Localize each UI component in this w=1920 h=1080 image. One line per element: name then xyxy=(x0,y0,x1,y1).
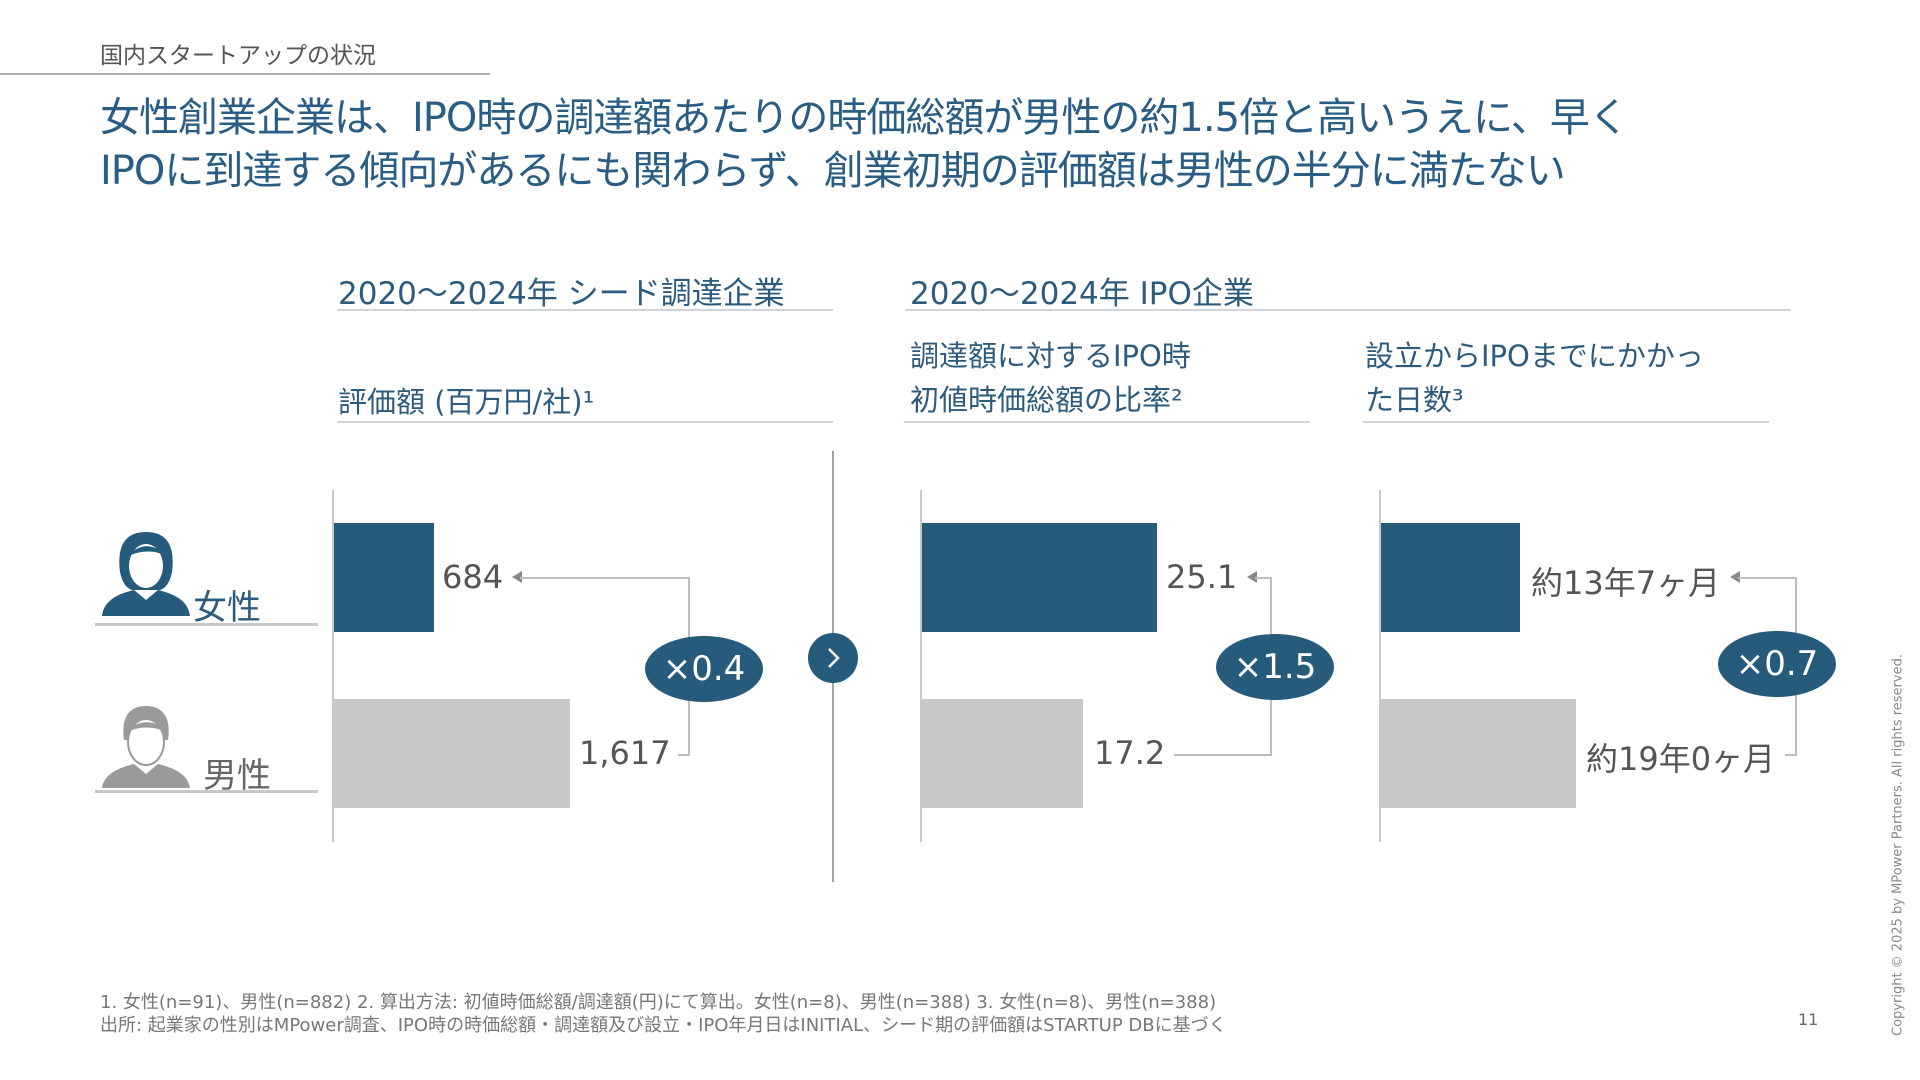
panel3-axis xyxy=(1379,490,1381,842)
panel3-male-bar xyxy=(1381,699,1576,808)
female-icon xyxy=(102,532,190,616)
ipo-header-underline xyxy=(905,309,1791,311)
title-line-1: 女性創業企業は、IPO時の調達額あたりの時価総額が男性の約1.5倍と高いうえに、… xyxy=(100,95,1629,141)
page-number: 11 xyxy=(1798,1010,1819,1029)
panel3-title: 設立からIPOまでにかかっ た日数³ xyxy=(1365,334,1704,422)
legend-female-label: 女性 xyxy=(193,588,261,628)
ipo-header: 2020～2024年 IPO企業 xyxy=(910,276,1254,312)
panel3-ratio-badge: ×0.7 xyxy=(1718,631,1836,697)
panel3-title-line2: た日数³ xyxy=(1365,383,1464,417)
panel1-ratio-badge: ×0.4 xyxy=(645,636,763,702)
panel1-male-bar xyxy=(334,699,570,808)
panel3-male-value: 約19年0ヶ月 xyxy=(1586,740,1776,778)
panel2-male-value: 17.2 xyxy=(1094,734,1166,772)
panel2-title-underline xyxy=(904,421,1310,423)
panel2-ratio-badge: ×1.5 xyxy=(1216,634,1334,700)
section-divider xyxy=(0,73,490,75)
panel3-bracket-bottom xyxy=(1785,754,1797,756)
panel2-axis xyxy=(920,490,922,842)
legend-male-label: 男性 xyxy=(203,756,271,796)
panel3-arrow-icon xyxy=(1730,571,1740,583)
male-icon xyxy=(102,706,190,788)
panel3-title-underline xyxy=(1363,421,1769,423)
footnote-source: 出所: 起業家の性別はMPower調査、IPO時の時価総額・調達額及び設立・IP… xyxy=(100,1015,1227,1036)
copyright: Copyright © 2025 by MPower Partners. All… xyxy=(1890,654,1906,1036)
panel1-arrow-icon xyxy=(512,571,522,583)
seed-header-underline xyxy=(337,309,833,311)
seed-header: 2020～2024年 シード調達企業 xyxy=(338,276,785,312)
panel3-female-value: 約13年7ヶ月 xyxy=(1531,564,1721,602)
panel1-axis xyxy=(332,490,334,842)
panel2-title-line2: 初値時価総額の比率² xyxy=(910,383,1183,417)
panel1-female-value: 684 xyxy=(442,558,504,596)
panel3-female-bar xyxy=(1381,523,1521,632)
legend-female-underline xyxy=(95,623,318,626)
legend-male-underline xyxy=(95,790,318,793)
panel2-bracket-top xyxy=(1255,577,1272,579)
panel1-female-bar xyxy=(334,523,434,632)
panel3-title-line1: 設立からIPOまでにかかっ xyxy=(1365,339,1704,373)
panel2-arrow-icon xyxy=(1247,571,1257,583)
chevron-right-icon xyxy=(808,633,858,683)
panel3-bracket-top xyxy=(1738,577,1797,579)
panel2-female-bar xyxy=(922,523,1157,632)
panel2-title: 調達額に対するIPO時 初値時価総額の比率² xyxy=(910,334,1191,422)
panel1-male-value: 1,617 xyxy=(579,734,671,772)
panel2-bracket-bottom xyxy=(1174,754,1272,756)
section-label: 国内スタートアップの状況 xyxy=(100,43,376,69)
page-title: 女性創業企業は、IPO時の調達額あたりの時価総額が男性の約1.5倍と高いうえに、… xyxy=(100,92,1629,198)
panel2-female-value: 25.1 xyxy=(1166,558,1238,596)
panel1-title: 評価額 (百万円/社)¹ xyxy=(338,385,595,419)
title-line-2: IPOに到達する傾向があるにも関わらず、創業初期の評価額は男性の半分に満たない xyxy=(100,148,1566,194)
panel1-bracket-top xyxy=(520,577,690,579)
panel2-male-bar xyxy=(922,699,1084,808)
footnote-1: 1. 女性(n=91)、男性(n=882) 2. 算出方法: 初値時価総額/調達… xyxy=(100,992,1217,1013)
panel1-bracket-bottom xyxy=(678,754,690,756)
panel1-title-underline xyxy=(337,421,833,423)
panel2-title-line1: 調達額に対するIPO時 xyxy=(910,339,1191,373)
